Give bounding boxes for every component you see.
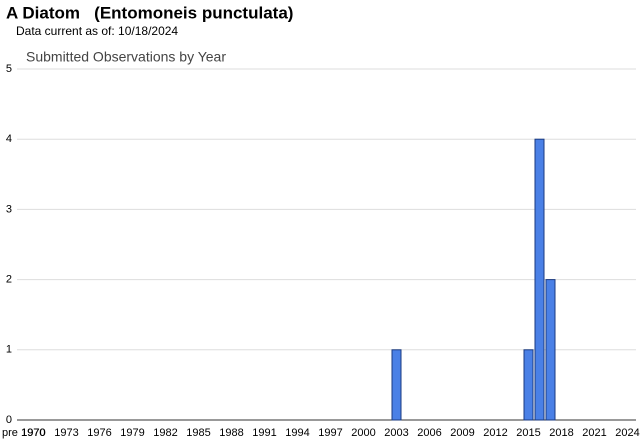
x-tick-label: 2015 — [516, 427, 540, 439]
page-subtitle: Data current as of: 10/18/2024 — [16, 24, 178, 38]
x-tick-label: 1973 — [54, 427, 78, 439]
y-tick-label: 0 — [6, 414, 12, 426]
chart-title: Submitted Observations by Year — [26, 49, 226, 65]
x-tick-label: 1970 — [21, 427, 45, 439]
page-title: A Diatom (Entomoneis punctulata) — [6, 3, 293, 22]
x-tick-label: pre 1970 — [2, 427, 45, 439]
x-tick-label: 1982 — [153, 427, 177, 439]
x-tick-label: 2000 — [351, 427, 375, 439]
x-tick-label: 1994 — [285, 427, 309, 439]
x-tick-label: 1988 — [219, 427, 243, 439]
bar — [534, 138, 545, 421]
y-tick-label: 5 — [6, 63, 12, 75]
bar — [391, 349, 402, 421]
x-tick-label: 1979 — [120, 427, 144, 439]
x-tick-label: 2006 — [417, 427, 441, 439]
x-tick-label: 1997 — [318, 427, 342, 439]
bar — [523, 349, 534, 421]
y-tick-label: 3 — [6, 203, 12, 215]
y-tick-label: 4 — [6, 133, 12, 145]
x-tick-label: 2012 — [483, 427, 507, 439]
x-tick-label: 1991 — [252, 427, 276, 439]
x-tick-label: 2018 — [549, 427, 573, 439]
x-tick-label: 1985 — [186, 427, 210, 439]
x-tick-label: 2024 — [615, 427, 639, 439]
y-tick-label: 1 — [6, 344, 12, 356]
y-tick-label: 2 — [6, 274, 12, 286]
x-tick-label: 2009 — [450, 427, 474, 439]
bar — [545, 279, 556, 421]
x-tick-label: 2003 — [384, 427, 408, 439]
x-tick-label: 1976 — [87, 427, 111, 439]
x-tick-label: 2021 — [582, 427, 606, 439]
